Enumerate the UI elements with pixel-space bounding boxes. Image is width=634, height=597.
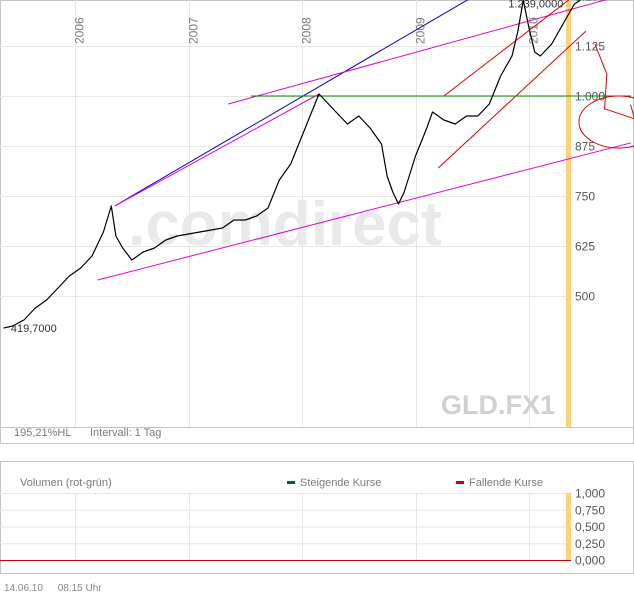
x-tick-label: 2008 (300, 17, 314, 44)
y-tick-label: 875 (575, 140, 595, 154)
price-marker-bar (566, 0, 571, 428)
interval-info: Intervall: 1 Tag (90, 427, 161, 439)
price-annotation: 1.239,0000 (508, 0, 563, 10)
footer-timestamp: 14.06.10 08:15 Uhr (4, 583, 114, 594)
price-annotation: 419,7000 (11, 323, 57, 335)
volume-title: Volumen (rot-grün) (20, 477, 112, 489)
target-circle (578, 95, 634, 149)
volume-grid (0, 461, 634, 574)
y-tick-label: 1.250 (575, 0, 605, 4)
symbol-label: GLD.FX1 (441, 390, 555, 420)
volume-y-tick-label: 0,000 (575, 554, 605, 568)
trend-line (114, 0, 469, 207)
legend-falling-label: Fallende Kurse (469, 477, 543, 489)
watermark-text: .comdirect (128, 190, 442, 259)
y-tick-label: 500 (575, 290, 595, 304)
volume-y-tick-label: 0,250 (575, 537, 605, 551)
price-chart: .comdirect GLD.FX1 2006 2007 2008 2009 2010 … (0, 0, 634, 444)
range-info: 195,21%HL (14, 427, 72, 439)
trend-line (114, 93, 320, 207)
arrow-head (630, 104, 634, 119)
legend-rising-label: Steigende Kurse (300, 477, 381, 489)
trend-line (437, 30, 587, 169)
x-tick-label: 2009 (414, 17, 428, 44)
volume-y-tick-label: 0,500 (575, 520, 605, 534)
y-tick-label: 1.125 (575, 40, 605, 54)
volume-y-tick-label: 1,000 (575, 487, 605, 501)
x-tick-label: 2007 (187, 17, 201, 44)
legend-falling-swatch (456, 481, 464, 484)
trend-line (97, 142, 632, 281)
y-tick-label: 750 (575, 190, 595, 204)
y-tick-label: 625 (575, 240, 595, 254)
legend-rising-swatch (287, 481, 295, 484)
volume-frame (0, 461, 634, 574)
volume-y-tick-label: 0,750 (575, 503, 605, 517)
volume-chart: Volumen (rot-grün) Steigende Kurse Falle… (0, 461, 634, 574)
x-tick-label: 2006 (73, 17, 87, 44)
footer-time: 08:15 Uhr (57, 583, 102, 594)
price-line (3, 0, 581, 329)
volume-marker-bar (566, 493, 571, 560)
footer-date: 14.06.10 (4, 583, 43, 594)
arrow-line (594, 43, 634, 120)
trend-line (228, 0, 607, 105)
trend-line (443, 0, 570, 97)
